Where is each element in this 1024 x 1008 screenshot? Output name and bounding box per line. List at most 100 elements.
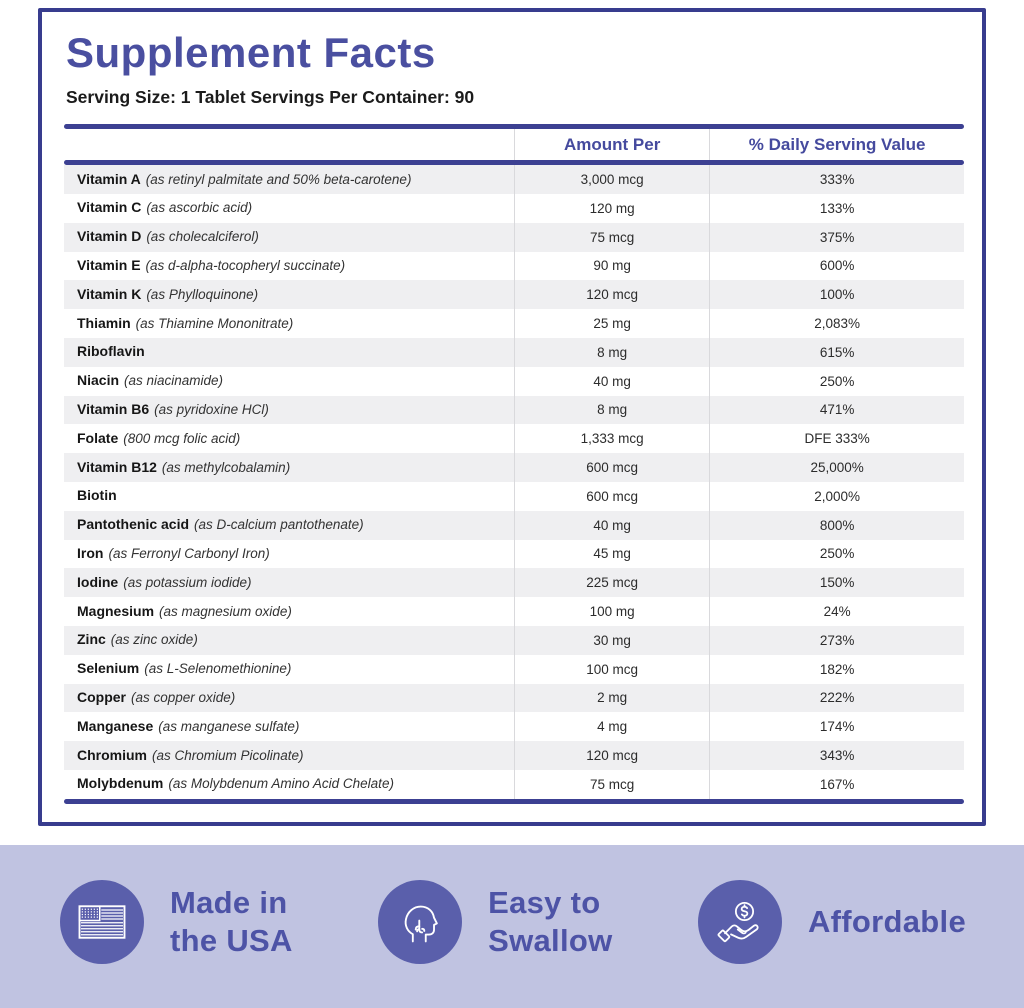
- nutrient-source: (as L-Selenomethionine): [144, 661, 292, 677]
- table-row: Vitamin B12 (as methylcobalamin) 600 mcg …: [64, 453, 964, 482]
- daily-value: 2,083%: [814, 316, 861, 332]
- table-row: Vitamin E (as d-alpha-tocopheryl succinat…: [64, 251, 964, 281]
- header-dv-cell: % Daily Serving Value: [709, 129, 964, 161]
- supplement-facts-card: Supplement Facts Serving Size: 1 Tablet …: [38, 8, 986, 826]
- daily-value: 150%: [819, 575, 855, 591]
- amount-value: 120 mcg: [586, 287, 639, 303]
- table-row: Thiamin (as Thiamine Mononitrate) 25 mg 2…: [64, 309, 964, 338]
- nutrient-source: (as magnesium oxide): [159, 603, 292, 619]
- amount-value: 120 mg: [589, 200, 635, 216]
- hand-dollar-icon: [697, 879, 782, 964]
- amount-value: 40 mg: [593, 517, 631, 533]
- daily-value: 2,000%: [814, 488, 861, 504]
- nutrient-name: Vitamin A: [77, 170, 141, 187]
- daily-value: 600%: [819, 258, 855, 274]
- nutrient-name: Vitamin B6: [77, 400, 150, 417]
- table-header-row: Amount Per % Daily Serving Value: [64, 129, 964, 161]
- amount-value: 40 mg: [593, 373, 631, 389]
- badge-affordable: Affordable: [697, 879, 966, 964]
- nutrient-source: (as Phylloquinone): [146, 286, 259, 302]
- amount-value: 90 mg: [593, 258, 631, 274]
- table-row: Chromium (as Chromium Picolinate) 120 mcg…: [64, 741, 964, 770]
- table-top-rule: [64, 124, 964, 130]
- amount-value: 3,000 mcg: [580, 172, 644, 188]
- table-row: Iodine (as potassium iodide) 225 mcg 150%: [64, 568, 964, 598]
- table-body: Vitamin A (as retinyl palmitate and 50% b…: [64, 165, 964, 799]
- table-row: Niacin (as niacinamide) 40 mg 250%: [64, 366, 964, 396]
- nutrient-source: (as potassium iodide): [123, 574, 252, 590]
- nutrient-source: (as copper oxide): [131, 689, 236, 705]
- nutrient-name: Manganese: [77, 717, 154, 734]
- daily-value: 343%: [819, 748, 855, 764]
- amount-value: 100 mcg: [586, 661, 639, 677]
- amount-value: 100 mg: [589, 604, 635, 620]
- badge-made-in-usa: Made in the USA: [60, 879, 293, 964]
- nutrient-name: Copper: [77, 688, 126, 705]
- nutrient-source: (as methylcobalamin): [161, 459, 291, 475]
- nutrient-name: Vitamin E: [77, 256, 141, 273]
- amount-value: 30 mg: [593, 632, 631, 648]
- nutrient-name: Iron: [77, 544, 104, 561]
- table-row: Manganese (as manganese sulfate) 4 mg 174…: [64, 712, 964, 742]
- amount-value: 75 mcg: [590, 229, 635, 245]
- nutrient-source: (as D-calcium pantothenate): [194, 517, 364, 533]
- daily-value: DFE 333%: [804, 431, 870, 447]
- amount-value: 600 mcg: [586, 488, 639, 504]
- nutrient-name: Molybdenum: [77, 775, 164, 792]
- header-amount-cell: Amount Per: [514, 129, 709, 161]
- table-row: Pantothenic acid (as D-calcium pantothena…: [64, 510, 964, 540]
- nutrient-name: Folate: [77, 429, 119, 446]
- amount-value: 600 mcg: [586, 460, 639, 476]
- nutrient-source: (as zinc oxide): [110, 632, 198, 648]
- daily-value: 615%: [819, 344, 855, 360]
- table-row: Copper (as copper oxide) 2 mg 222%: [64, 683, 964, 713]
- table-row: Vitamin B6 (as pyridoxine HCl) 8 mg 471%: [64, 395, 964, 425]
- nutrient-source: (800 mcg folic acid): [123, 430, 241, 446]
- amount-value: 4 mg: [597, 719, 628, 735]
- amount-value: 8 mg: [597, 344, 628, 360]
- amount-value: 225 mcg: [586, 575, 639, 591]
- daily-value: 182%: [819, 661, 855, 677]
- table-row: Vitamin D (as cholecalciferol) 75 mcg 375…: [64, 222, 964, 252]
- daily-value: 250%: [819, 546, 855, 562]
- amount-value: 25 mg: [593, 316, 631, 332]
- serving-info: Serving Size: 1 Tablet Servings Per Cont…: [66, 87, 475, 108]
- daily-value: 375%: [819, 229, 855, 245]
- badge-easy-to-swallow-label: Easy to Swallow: [488, 885, 613, 958]
- badge-affordable-label: Affordable: [807, 903, 966, 939]
- amount-value: 1,333 mcg: [580, 431, 644, 447]
- nutrient-name: Riboflavin: [77, 343, 145, 360]
- table-bottom-rule: [64, 798, 964, 804]
- nutrient-source: (as Thiamine Mononitrate): [135, 315, 294, 331]
- nutrient-name: Magnesium: [77, 602, 155, 619]
- daily-value: 273%: [819, 632, 855, 648]
- usa-flag-icon: [60, 879, 144, 964]
- daily-value: 250%: [819, 373, 855, 389]
- daily-value: 25,000%: [810, 460, 864, 476]
- nutrient-source: (as d-alpha-tocopheryl succinate): [145, 257, 346, 273]
- table-row: Vitamin K (as Phylloquinone) 120 mcg 100%: [64, 280, 964, 310]
- amount-value: 45 mg: [593, 546, 631, 562]
- nutrient-source: (as manganese sulfate): [158, 718, 300, 734]
- nutrient-source: (as Molybdenum Amino Acid Chelate): [168, 776, 394, 792]
- amount-value: 120 mcg: [586, 748, 639, 764]
- amount-value: 2 mg: [597, 690, 628, 706]
- amount-value: 75 mcg: [590, 776, 635, 792]
- table-row: Vitamin A (as retinyl palmitate and 50% b…: [64, 165, 964, 194]
- page-title: Supplement Facts: [66, 29, 436, 76]
- head-swallow-icon: [378, 879, 463, 964]
- daily-value: 167%: [819, 776, 855, 792]
- nutrient-name: Pantothenic acid: [77, 516, 190, 533]
- daily-value: 174%: [819, 719, 855, 735]
- table-row: Selenium (as L-Selenomethionine) 100 mcg …: [64, 654, 964, 684]
- daily-value: 100%: [819, 287, 855, 303]
- amount-value: 8 mg: [597, 402, 628, 418]
- nutrient-name: Niacin: [77, 372, 120, 389]
- nutrient-name: Thiamin: [77, 314, 131, 331]
- table-row: Magnesium (as magnesium oxide) 100 mg 24%: [64, 597, 964, 626]
- supplement-table: Amount Per % Daily Serving Value Vitamin…: [64, 124, 964, 804]
- table-row: Vitamin C (as ascorbic acid) 120 mg 133%: [64, 193, 964, 223]
- table-row: Molybdenum (as Molybdenum Amino Acid Chel…: [64, 769, 964, 799]
- nutrient-name: Chromium: [77, 746, 147, 763]
